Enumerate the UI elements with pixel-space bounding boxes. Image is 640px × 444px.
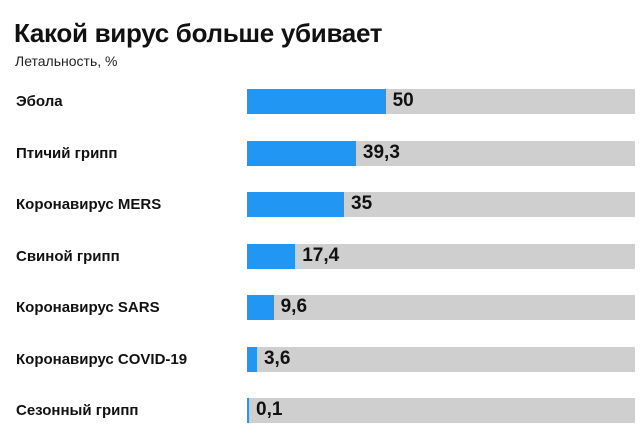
data-label: 35 (351, 193, 373, 214)
bar (247, 243, 296, 269)
chart-subtitle: Летальность, % (15, 53, 118, 69)
bar-row: Коронавирус MERS 35 (0, 190, 640, 220)
bar-track (247, 192, 635, 217)
category-label: Свиной грипп (16, 247, 120, 265)
bar-track (247, 243, 635, 269)
category-label: Птичий грипп (16, 144, 118, 162)
bar-row: Птичий грипп 39,3 (0, 139, 640, 169)
data-label: 3,6 (263, 347, 291, 369)
bar-row: Сезонный грипп 0,1 (0, 396, 640, 426)
bar-row: Коронавирус COVID-19 3,6 (0, 345, 640, 375)
bar (247, 140, 356, 166)
bar (247, 398, 249, 423)
bar (247, 89, 386, 114)
bar-track (247, 140, 635, 166)
category-label: Коронавирус COVID-19 (16, 350, 188, 368)
data-label: 39,3 (362, 141, 400, 163)
data-label: 17,4 (302, 244, 340, 266)
category-label: Эбола (16, 93, 63, 110)
bar-row: Эбола 50 (0, 87, 640, 117)
bar-row: Коронавирус SARS 9,6 (0, 293, 640, 323)
category-label: Коронавирус SARS (16, 299, 160, 316)
bar (247, 192, 344, 217)
chart-title: Какой вирус больше убивает (14, 18, 383, 48)
bar-track (247, 89, 635, 114)
bar (247, 295, 274, 320)
bar-track (247, 398, 635, 423)
bar-row: Свиной грипп 17,4 (0, 242, 640, 272)
data-label: 0,1 (256, 399, 283, 420)
bar-track (247, 295, 635, 320)
data-label: 9,6 (280, 296, 308, 317)
category-label: Сезонный грипп (16, 402, 139, 419)
bar-track (247, 346, 635, 372)
category-label: Коронавирус MERS (16, 196, 162, 213)
data-label: 50 (392, 90, 414, 111)
bar (247, 346, 257, 372)
